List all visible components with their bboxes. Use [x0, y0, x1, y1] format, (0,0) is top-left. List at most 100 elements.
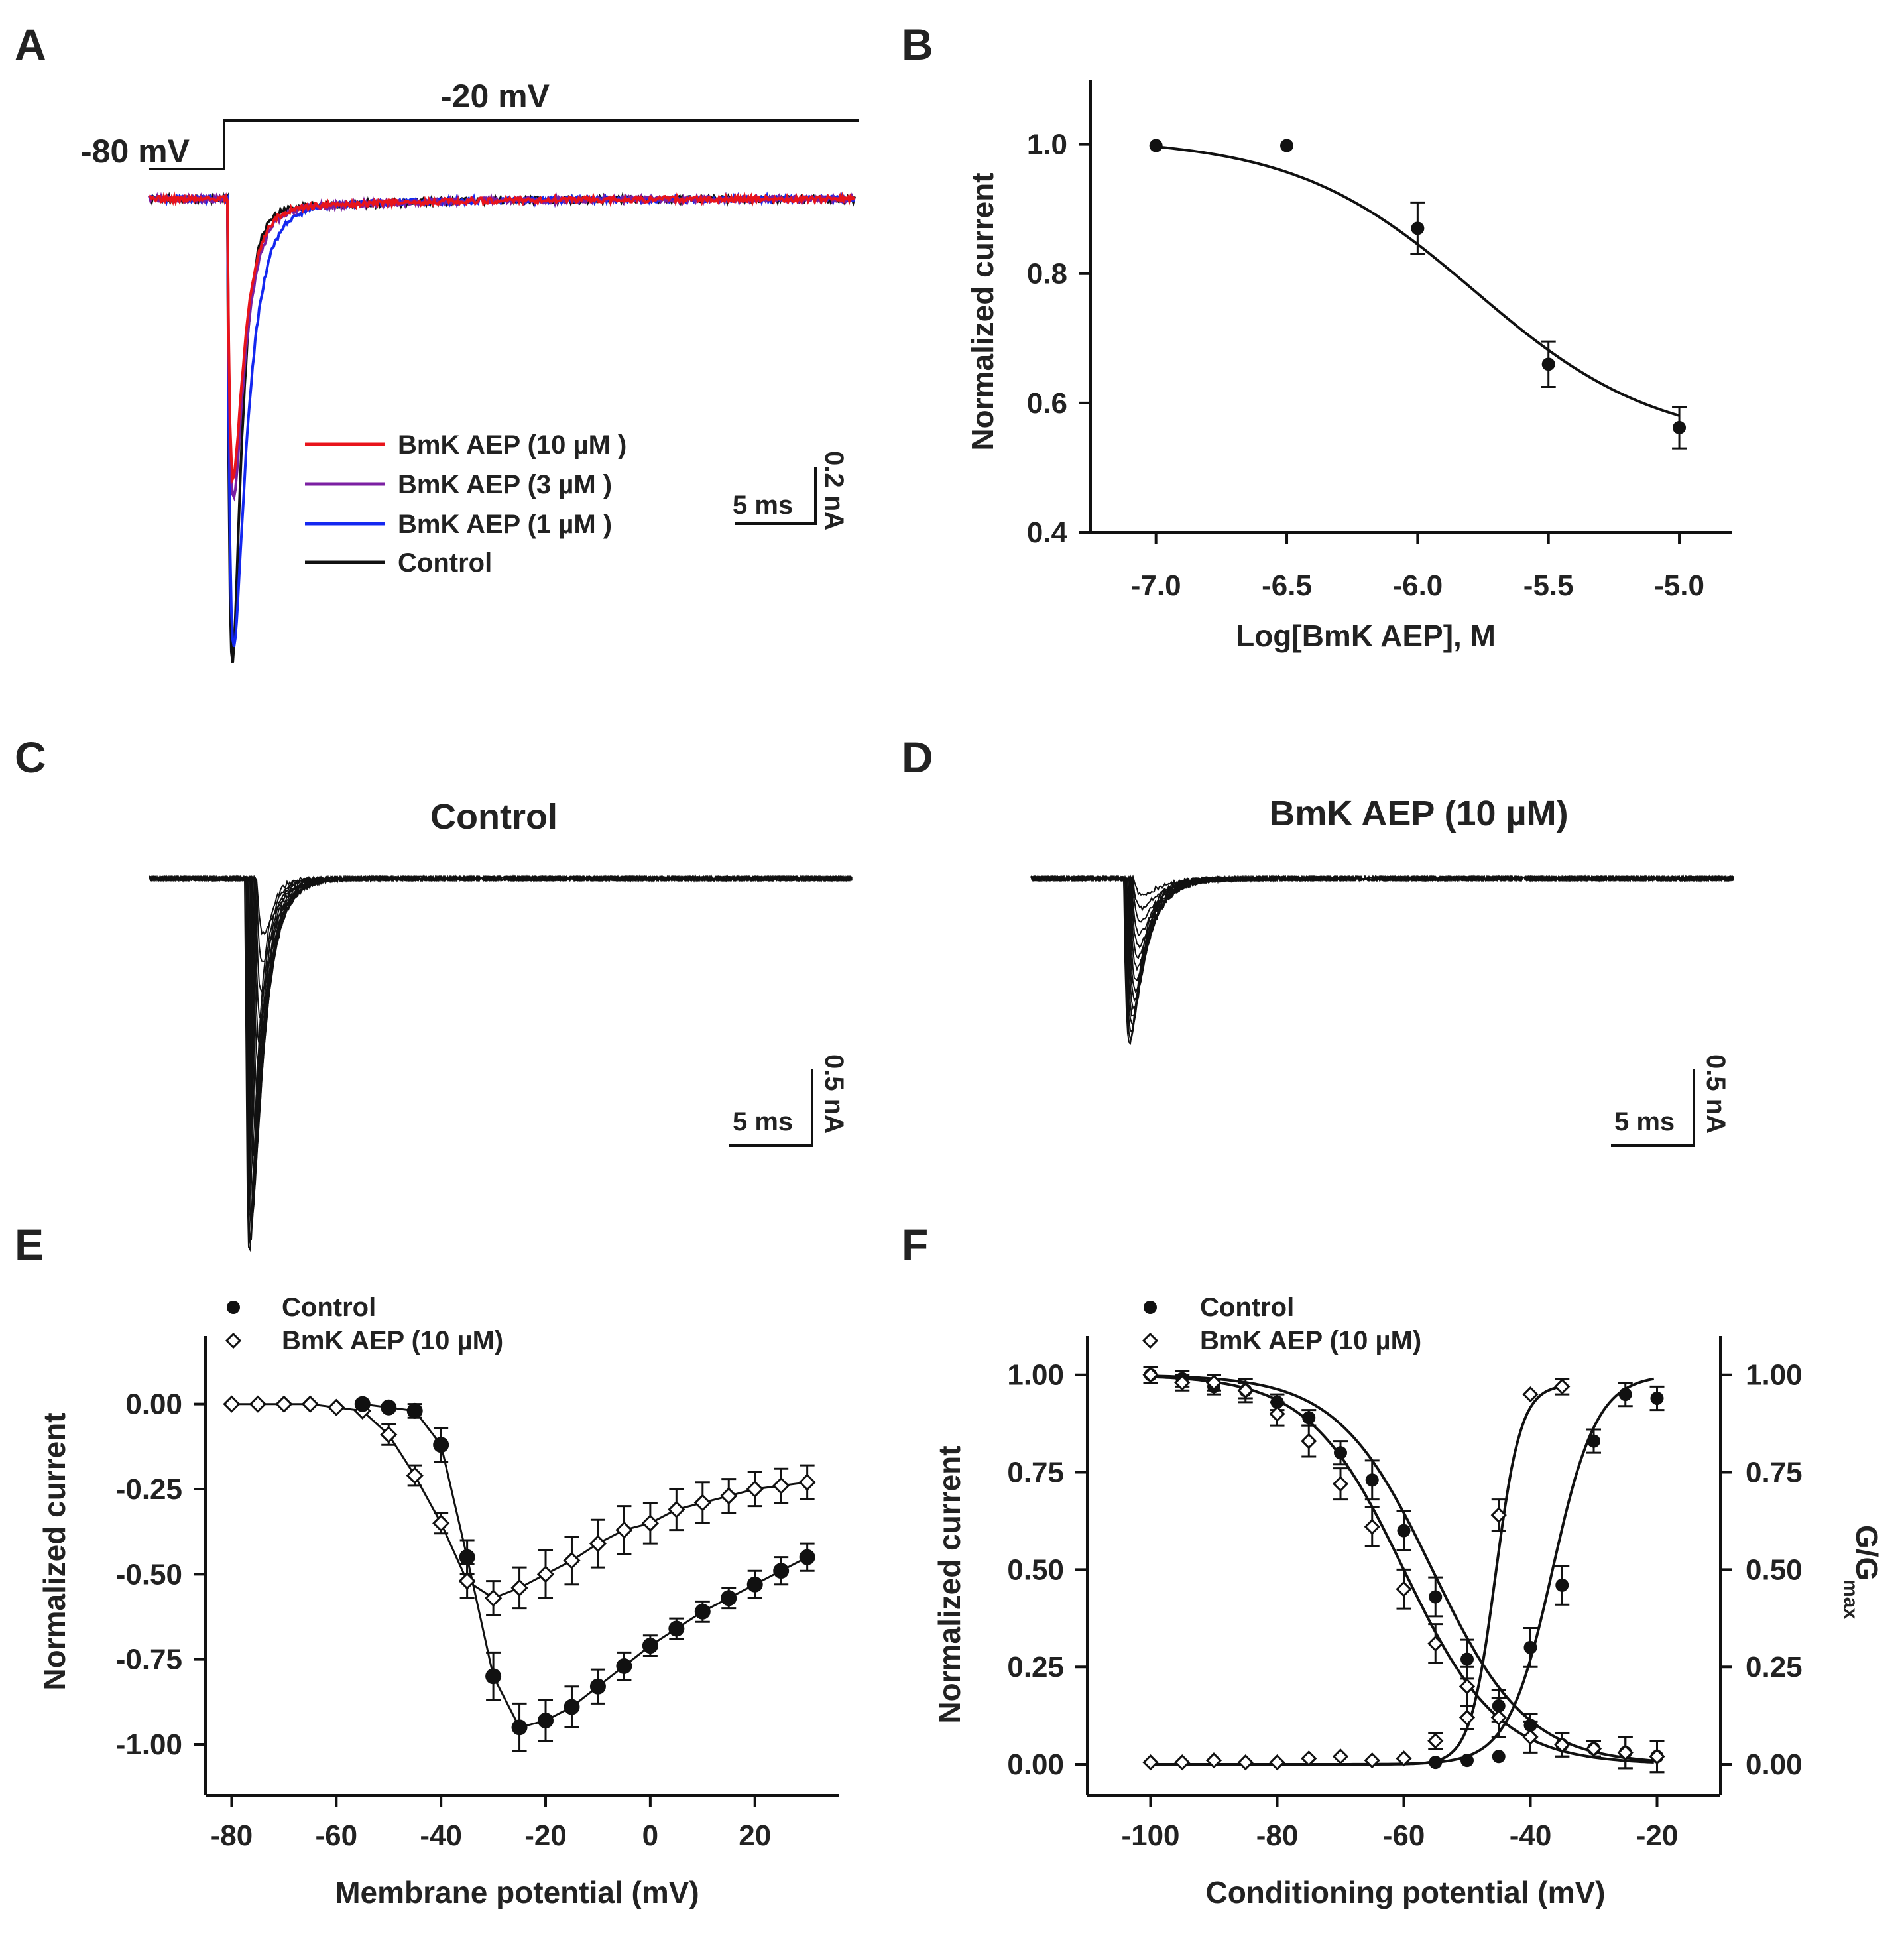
ylabel-e: Normalized current	[37, 1412, 72, 1690]
panel-f: -100 -80 -60 -40 -20 0.00 0.25 0.50 0.75 1.00 0.00…	[932, 1293, 1884, 1909]
e-control-point-12	[668, 1620, 685, 1637]
e-aep-point-1	[249, 1395, 267, 1413]
e-aep-point-14	[589, 1535, 607, 1553]
f-aep-act-point-0	[1142, 1754, 1159, 1771]
f-ytick-label-0: 0.00	[1007, 1748, 1064, 1781]
f-ctrl-inact-point-7	[1365, 1473, 1379, 1487]
e-aep-point-3	[301, 1395, 319, 1413]
b-point-2	[1411, 221, 1425, 235]
legend-text-10um: BmK AEP (10 µM )	[398, 430, 626, 459]
f-aep-inact-point-6	[1332, 1476, 1349, 1492]
f-ctrl-inact-point-6	[1334, 1446, 1347, 1460]
f-aep-act-point-11	[1490, 1507, 1507, 1524]
e-aep-point-21	[772, 1477, 790, 1494]
e-aep-point-9	[458, 1572, 476, 1590]
f-y2tick-label-0: 0.00	[1746, 1748, 1803, 1781]
legend-text-control-e: Control	[282, 1293, 376, 1322]
f-ytick-label-4: 1.00	[1007, 1359, 1064, 1392]
b-ytick-label-0: 0.4	[1027, 516, 1068, 549]
trace-d-15	[1030, 874, 1734, 1046]
xlabel-f: Conditioning potential (mV)	[1205, 1875, 1605, 1909]
b-xtick-label-4: -5.0	[1654, 570, 1704, 602]
legend-marker-control-e	[227, 1301, 240, 1314]
f-ctrl-act-point-7	[1650, 1391, 1664, 1405]
e-control-point-9	[589, 1678, 606, 1695]
traces-a	[148, 191, 856, 663]
b-xtick-label-0: -7.0	[1131, 570, 1181, 602]
e-ytick-label-1: -0.25	[116, 1473, 182, 1506]
b-xtick-label-3: -5.5	[1523, 570, 1574, 602]
y2label-main: G/G	[1850, 1525, 1884, 1581]
f-aep-act-point-1	[1174, 1754, 1191, 1771]
e-ytick-label-0: 0.00	[125, 1388, 182, 1421]
b-xtick-label-2: -6.0	[1392, 570, 1443, 602]
b-xtick-label-1: -6.5	[1262, 570, 1312, 602]
e-control-point-0	[354, 1396, 371, 1412]
e-ytick-label-2: -0.50	[116, 1558, 182, 1591]
legend-a: BmK AEP (10 µM ) BmK AEP (3 µM ) BmK AEP…	[305, 430, 626, 577]
f-aep-inact-point-3	[1237, 1382, 1254, 1399]
f-aep-act-point-7	[1364, 1752, 1380, 1769]
f-aep-inact-point-9	[1427, 1635, 1444, 1652]
f-ctrl-act-point-2	[1492, 1750, 1506, 1764]
scale-bar-d	[1611, 1069, 1695, 1147]
e-control-line	[362, 1403, 808, 1729]
e-control-point-3	[433, 1437, 449, 1453]
legend-text-3um: BmK AEP (3 µM )	[398, 470, 612, 499]
f-ctrl-inact-point-5	[1302, 1411, 1316, 1425]
e-aep-point-2	[275, 1395, 293, 1413]
f-ctrl-act-point-3	[1523, 1640, 1537, 1654]
e-control-point-15	[746, 1576, 763, 1593]
e-aep-point-8	[432, 1514, 450, 1532]
legend-text-control-f: Control	[1200, 1293, 1294, 1322]
e-control-point-8	[564, 1699, 580, 1715]
f-aep-inact-point-7	[1364, 1518, 1380, 1535]
f-aep-inact-point-10	[1458, 1678, 1476, 1695]
scale-amp-a: 0.2 nA	[819, 451, 849, 530]
legend-text-control: Control	[398, 548, 492, 577]
e-xtick-label-1: -60	[316, 1819, 358, 1852]
legend-marker-control-f	[1144, 1301, 1157, 1314]
b-point-1	[1280, 139, 1294, 152]
legend-e: Control BmK AEP (10 µM)	[225, 1293, 503, 1355]
e-aep-point-17	[668, 1500, 685, 1518]
legend-f: Control BmK AEP (10 µM)	[1142, 1293, 1421, 1355]
e-control-point-10	[616, 1658, 632, 1674]
e-control-point-17	[799, 1549, 815, 1565]
e-control-point-11	[642, 1638, 658, 1654]
panel-a: -80 mV -20 mV BmK AEP (10 µM ) BmK AEP (…	[81, 78, 859, 663]
y2label-sub: max	[1840, 1579, 1862, 1619]
f-aep-inact-point-8	[1396, 1581, 1412, 1597]
e-xtick-label-3: -20	[524, 1819, 567, 1852]
e-aep-point-11	[510, 1579, 528, 1597]
e-control-point-5	[485, 1668, 502, 1685]
legend-text-1um: BmK AEP (1 µM )	[398, 510, 612, 539]
f-aep-act-point-9	[1427, 1732, 1444, 1749]
legend-marker-aep-e	[225, 1332, 242, 1349]
e-control-point-1	[381, 1399, 397, 1416]
legend-text-aep-f: BmK AEP (10 µM)	[1200, 1326, 1421, 1355]
f-ctrl-inact-point-8	[1397, 1524, 1411, 1538]
scale-amp-d: 0.5 nA	[1701, 1054, 1730, 1134]
f-aep-inact-point-0	[1142, 1366, 1159, 1383]
b-point-3	[1541, 357, 1555, 371]
f-aep-act-point-6	[1332, 1748, 1349, 1765]
e-aep-point-22	[798, 1473, 816, 1491]
ylabel-f: Normalized current	[932, 1445, 967, 1723]
f-aep-act-point-2	[1205, 1752, 1222, 1769]
title-c: Control	[430, 797, 558, 837]
traces-d	[1030, 874, 1734, 1046]
e-ytick-label-3: -0.75	[116, 1644, 182, 1676]
f-aep-inact-fit	[1150, 1375, 1654, 1764]
f-ytick-label-1: 0.25	[1007, 1651, 1064, 1683]
e-ytick-label-4: -1.00	[116, 1728, 182, 1761]
f-xtick-label-2: -60	[1383, 1819, 1425, 1852]
scale-time-a: 5 ms	[733, 491, 793, 520]
trace-d-8	[1030, 874, 1734, 994]
e-control-point-14	[721, 1590, 737, 1606]
e-aep-point-0	[223, 1395, 241, 1413]
e-aep-point-18	[693, 1494, 711, 1512]
e-aep-point-10	[484, 1589, 503, 1607]
scale-bar-a	[735, 467, 817, 525]
